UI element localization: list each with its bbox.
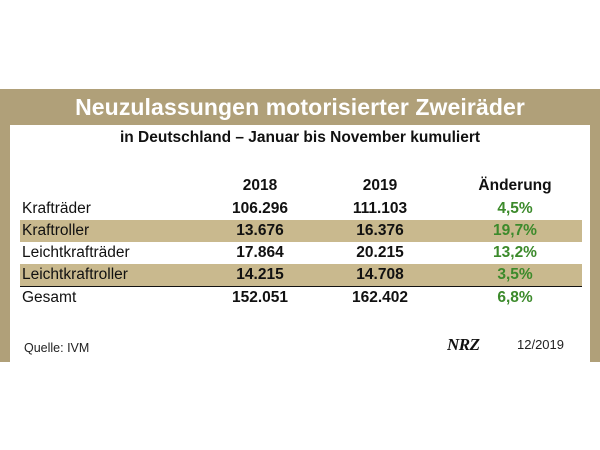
logo-text: NRZ bbox=[447, 336, 480, 352]
nrz-logo-icon: NRZ bbox=[447, 336, 480, 352]
row-value-2018: 14.215 bbox=[236, 266, 284, 283]
header-2018: 2018 bbox=[242, 177, 278, 194]
content-panel bbox=[10, 125, 590, 362]
row-value-2018: 17.864 bbox=[236, 244, 284, 261]
table-row: Leichtkraftroller 14.215 14.708 3,5% bbox=[20, 264, 582, 286]
row-change: 19,7% bbox=[493, 222, 537, 239]
table-row: Krafträder 106.296 111.103 4,5% bbox=[20, 198, 582, 220]
data-table: 2018 2019 Änderung Krafträder 106.296 11… bbox=[20, 174, 582, 309]
table-header: 2018 2019 Änderung bbox=[20, 174, 582, 198]
total-value-2018: 152.051 bbox=[231, 289, 289, 306]
header-change: Änderung bbox=[478, 177, 552, 194]
footer-branding: NRZ 12/2019 bbox=[447, 336, 564, 352]
row-label: Kraftroller bbox=[22, 222, 90, 239]
total-change: 6,8% bbox=[497, 289, 533, 306]
row-value-2019: 14.708 bbox=[356, 266, 404, 283]
row-label: Krafträder bbox=[22, 200, 91, 217]
row-label: Leichtkraftroller bbox=[22, 266, 128, 283]
chart-subtitle: in Deutschland – Januar bis November kum… bbox=[119, 129, 481, 146]
row-value-2019: 20.215 bbox=[356, 244, 404, 261]
total-value-2019: 162.402 bbox=[351, 289, 409, 306]
total-label: Gesamt bbox=[22, 289, 77, 306]
publication-date: 12/2019 bbox=[517, 336, 564, 352]
header-2019: 2019 bbox=[362, 177, 398, 194]
row-value-2019: 16.376 bbox=[356, 222, 404, 239]
source-note: Quelle: IVM bbox=[24, 341, 90, 355]
table-row: Leichtkrafträder 17.864 20.215 13,2% bbox=[20, 242, 582, 264]
row-value-2018: 13.676 bbox=[236, 222, 284, 239]
row-value-2019: 111.103 bbox=[352, 200, 408, 217]
row-change: 4,5% bbox=[497, 200, 533, 217]
row-label: Leichtkrafträder bbox=[22, 244, 130, 261]
row-change: 13,2% bbox=[493, 244, 537, 261]
table-total-row: Gesamt 152.051 162.402 6,8% bbox=[20, 286, 582, 309]
row-change: 3,5% bbox=[497, 266, 533, 283]
chart-title: Neuzulassungen motorisierter Zweiräder bbox=[75, 93, 525, 120]
table-row: Kraftroller 13.676 16.376 19,7% bbox=[20, 220, 582, 242]
row-value-2018: 106.296 bbox=[231, 200, 289, 217]
